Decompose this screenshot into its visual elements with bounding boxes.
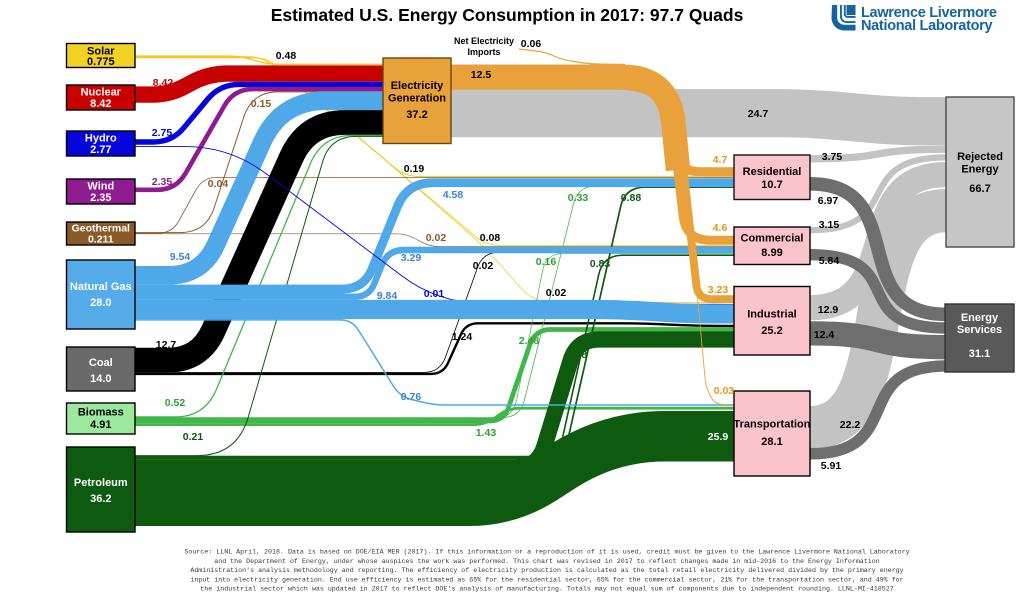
svg-text:5.91: 5.91 (821, 460, 842, 472)
svg-text:Industrial: Industrial (747, 309, 797, 321)
svg-text:0.52: 0.52 (165, 397, 186, 409)
svg-text:Lawrence Livermore: Lawrence Livermore (861, 5, 997, 21)
svg-text:Solar: Solar (87, 45, 115, 57)
svg-text:Petroleum: Petroleum (74, 477, 128, 489)
svg-text:Commercial: Commercial (741, 233, 804, 245)
svg-text:2.35: 2.35 (90, 192, 111, 204)
svg-text:Source: LLNL April, 2018. Data: Source: LLNL April, 2018. Data is based … (184, 548, 909, 556)
svg-text:8.42: 8.42 (153, 77, 174, 89)
svg-text:Wind: Wind (87, 181, 114, 193)
svg-text:Geothermal: Geothermal (72, 223, 130, 235)
svg-text:Estimated U.S. Energy Consumpt: Estimated U.S. Energy Consumption in 201… (271, 5, 744, 25)
svg-text:8.99: 8.99 (761, 247, 782, 259)
svg-text:28.0: 28.0 (90, 297, 111, 309)
svg-text:3.75: 3.75 (822, 151, 843, 163)
svg-text:66.7: 66.7 (969, 183, 990, 195)
svg-text:0.01: 0.01 (424, 288, 445, 300)
svg-text:25.2: 25.2 (761, 325, 782, 337)
svg-text:Energy: Energy (961, 164, 999, 176)
svg-text:12.9: 12.9 (818, 304, 839, 316)
svg-text:4.6: 4.6 (713, 222, 728, 234)
svg-text:9.54: 9.54 (170, 251, 191, 263)
svg-text:Transportation: Transportation (733, 419, 810, 431)
svg-text:0.06: 0.06 (521, 38, 542, 50)
svg-text:0.02: 0.02 (426, 232, 447, 244)
svg-text:12.5: 12.5 (471, 69, 492, 81)
svg-text:9.84: 9.84 (377, 290, 398, 302)
svg-text:3.23: 3.23 (708, 284, 729, 296)
svg-text:Net Electricity: Net Electricity (454, 36, 514, 46)
svg-text:Services: Services (957, 324, 1002, 336)
svg-text:2.75: 2.75 (152, 127, 173, 139)
svg-text:0.211: 0.211 (88, 234, 114, 246)
svg-text:Generation: Generation (388, 93, 446, 105)
svg-text:0.02: 0.02 (473, 260, 494, 272)
svg-text:0.76: 0.76 (401, 391, 422, 403)
svg-text:4.58: 4.58 (443, 189, 464, 201)
svg-text:4.7: 4.7 (713, 154, 728, 166)
svg-text:25.9: 25.9 (708, 431, 729, 443)
svg-text:the industrial sector which wa: the industrial sector which was updated … (200, 585, 893, 593)
svg-text:4.91: 4.91 (90, 419, 111, 431)
svg-text:8.38: 8.38 (567, 349, 588, 361)
svg-text:0.19: 0.19 (404, 163, 425, 175)
svg-text:Nuclear: Nuclear (81, 87, 122, 99)
svg-text:28.1: 28.1 (761, 436, 782, 448)
svg-text:14.0: 14.0 (90, 373, 111, 385)
svg-text:37.2: 37.2 (406, 109, 427, 121)
svg-text:31.1: 31.1 (969, 348, 990, 360)
svg-text:2.77: 2.77 (90, 144, 111, 156)
svg-text:0.775: 0.775 (87, 56, 115, 68)
svg-text:2.35: 2.35 (152, 176, 173, 188)
svg-text:Rejected: Rejected (957, 151, 1003, 163)
svg-text:Administration's analysis meth: Administration's analysis methodology an… (190, 566, 903, 574)
svg-text:0.21: 0.21 (183, 431, 204, 443)
svg-text:Hydro: Hydro (85, 133, 117, 145)
svg-text:10.7: 10.7 (761, 179, 782, 191)
svg-text:Natural Gas: Natural Gas (70, 281, 132, 293)
svg-text:0.83: 0.83 (590, 258, 611, 270)
svg-text:24.7: 24.7 (748, 108, 769, 120)
svg-text:0.08: 0.08 (480, 232, 501, 244)
svg-text:12.7: 12.7 (156, 339, 177, 351)
svg-text:8.42: 8.42 (90, 98, 111, 110)
svg-text:0.33: 0.33 (568, 192, 589, 204)
svg-text:0.15: 0.15 (251, 98, 272, 110)
svg-text:National Laboratory: National Laboratory (861, 18, 993, 34)
svg-text:5.84: 5.84 (819, 255, 840, 267)
svg-text:Coal: Coal (89, 357, 113, 369)
svg-text:2.48: 2.48 (519, 335, 540, 347)
svg-text:input into electricity generat: input into electricity generation. End u… (190, 575, 903, 583)
svg-text:Imports: Imports (467, 47, 500, 57)
svg-text:0.02: 0.02 (546, 287, 567, 299)
svg-text:0.03: 0.03 (714, 385, 735, 397)
svg-text:Electricity: Electricity (391, 80, 444, 92)
svg-text:1.43: 1.43 (476, 427, 497, 439)
svg-text:0.88: 0.88 (621, 192, 642, 204)
svg-text:6.97: 6.97 (818, 195, 839, 207)
svg-text:Biomass: Biomass (78, 407, 124, 419)
svg-text:12.4: 12.4 (814, 329, 835, 341)
svg-text:and the Department of Energy,: and the Department of Energy, under whos… (214, 557, 880, 565)
svg-text:22.2: 22.2 (840, 419, 861, 431)
svg-text:3.15: 3.15 (819, 219, 840, 231)
svg-text:Residential: Residential (743, 166, 802, 178)
svg-text:3.29: 3.29 (401, 252, 422, 264)
svg-text:Energy: Energy (961, 312, 999, 324)
svg-text:0.48: 0.48 (276, 50, 297, 62)
svg-text:0.04: 0.04 (208, 178, 229, 190)
svg-text:36.2: 36.2 (90, 493, 111, 505)
svg-text:1.24: 1.24 (452, 331, 473, 343)
svg-text:0.16: 0.16 (536, 256, 557, 268)
